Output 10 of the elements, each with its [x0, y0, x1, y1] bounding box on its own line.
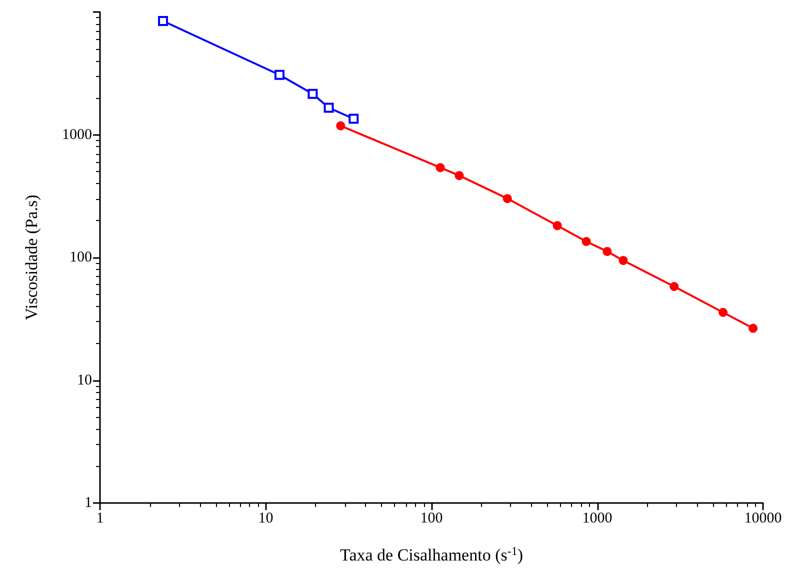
y-tick-label: 1: [84, 495, 92, 511]
x-tick-label: 100: [420, 510, 443, 526]
x-tick-label: 10000: [744, 510, 782, 526]
y-tick-label: 1000: [62, 126, 92, 143]
y-tick-label: 100: [70, 250, 92, 266]
x-tick-label: 1: [96, 510, 104, 526]
y-axis-title: Viscosidade (Pa.s): [22, 194, 41, 320]
x-tick-label: 10: [258, 510, 274, 526]
x-tick-label: 1000: [582, 510, 612, 526]
y-tick-label: 10: [77, 372, 92, 388]
